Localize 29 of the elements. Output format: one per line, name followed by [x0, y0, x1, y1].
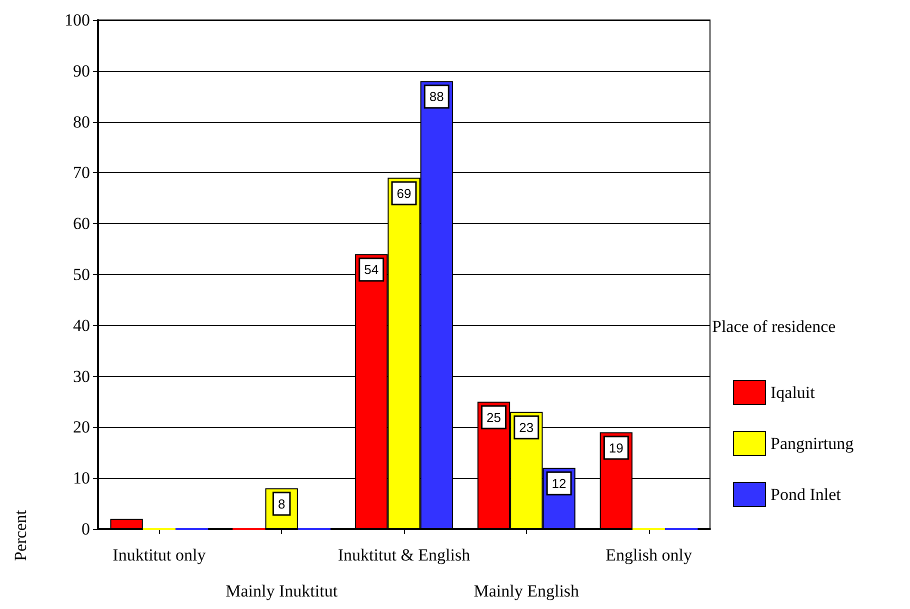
y-tick-label: 20 [73, 418, 90, 437]
data-label: 23 [519, 420, 534, 435]
data-label: 69 [396, 186, 412, 201]
y-tick-label: 100 [64, 10, 90, 30]
x-tick-label: Inuktitut & English [338, 546, 471, 564]
y-tick-label: 30 [73, 366, 90, 386]
y-tick-label: 70 [73, 163, 90, 182]
legend-label: Pond Inlet [770, 485, 842, 504]
y-tick-label: 60 [73, 214, 90, 234]
x-tick-label: Mainly English [474, 582, 580, 600]
data-label: 19 [608, 440, 624, 456]
x-tick-label: Inuktitut only [112, 546, 206, 564]
x-tick-label: English only [606, 546, 693, 564]
data-label: 88 [429, 89, 444, 104]
data-label: 8 [278, 496, 286, 512]
data-label: 54 [364, 262, 379, 278]
y-axis-title: Percent [11, 510, 30, 561]
y-tick-label: 40 [73, 316, 90, 335]
y-tick-label: 0 [82, 520, 90, 538]
y-tick-label: 80 [73, 112, 90, 132]
y-tick-label: 90 [73, 61, 90, 80]
data-label: 12 [552, 476, 566, 491]
legend-label: Pangnirtung [770, 434, 854, 453]
legend-title: Place of residence [712, 317, 836, 336]
x-tick-label: Mainly Inuktitut [226, 582, 338, 600]
legend-label: Iqaluit [770, 383, 816, 402]
y-tick-label: 50 [73, 265, 90, 284]
data-label: 25 [486, 410, 501, 425]
y-tick-label: 10 [73, 468, 90, 488]
